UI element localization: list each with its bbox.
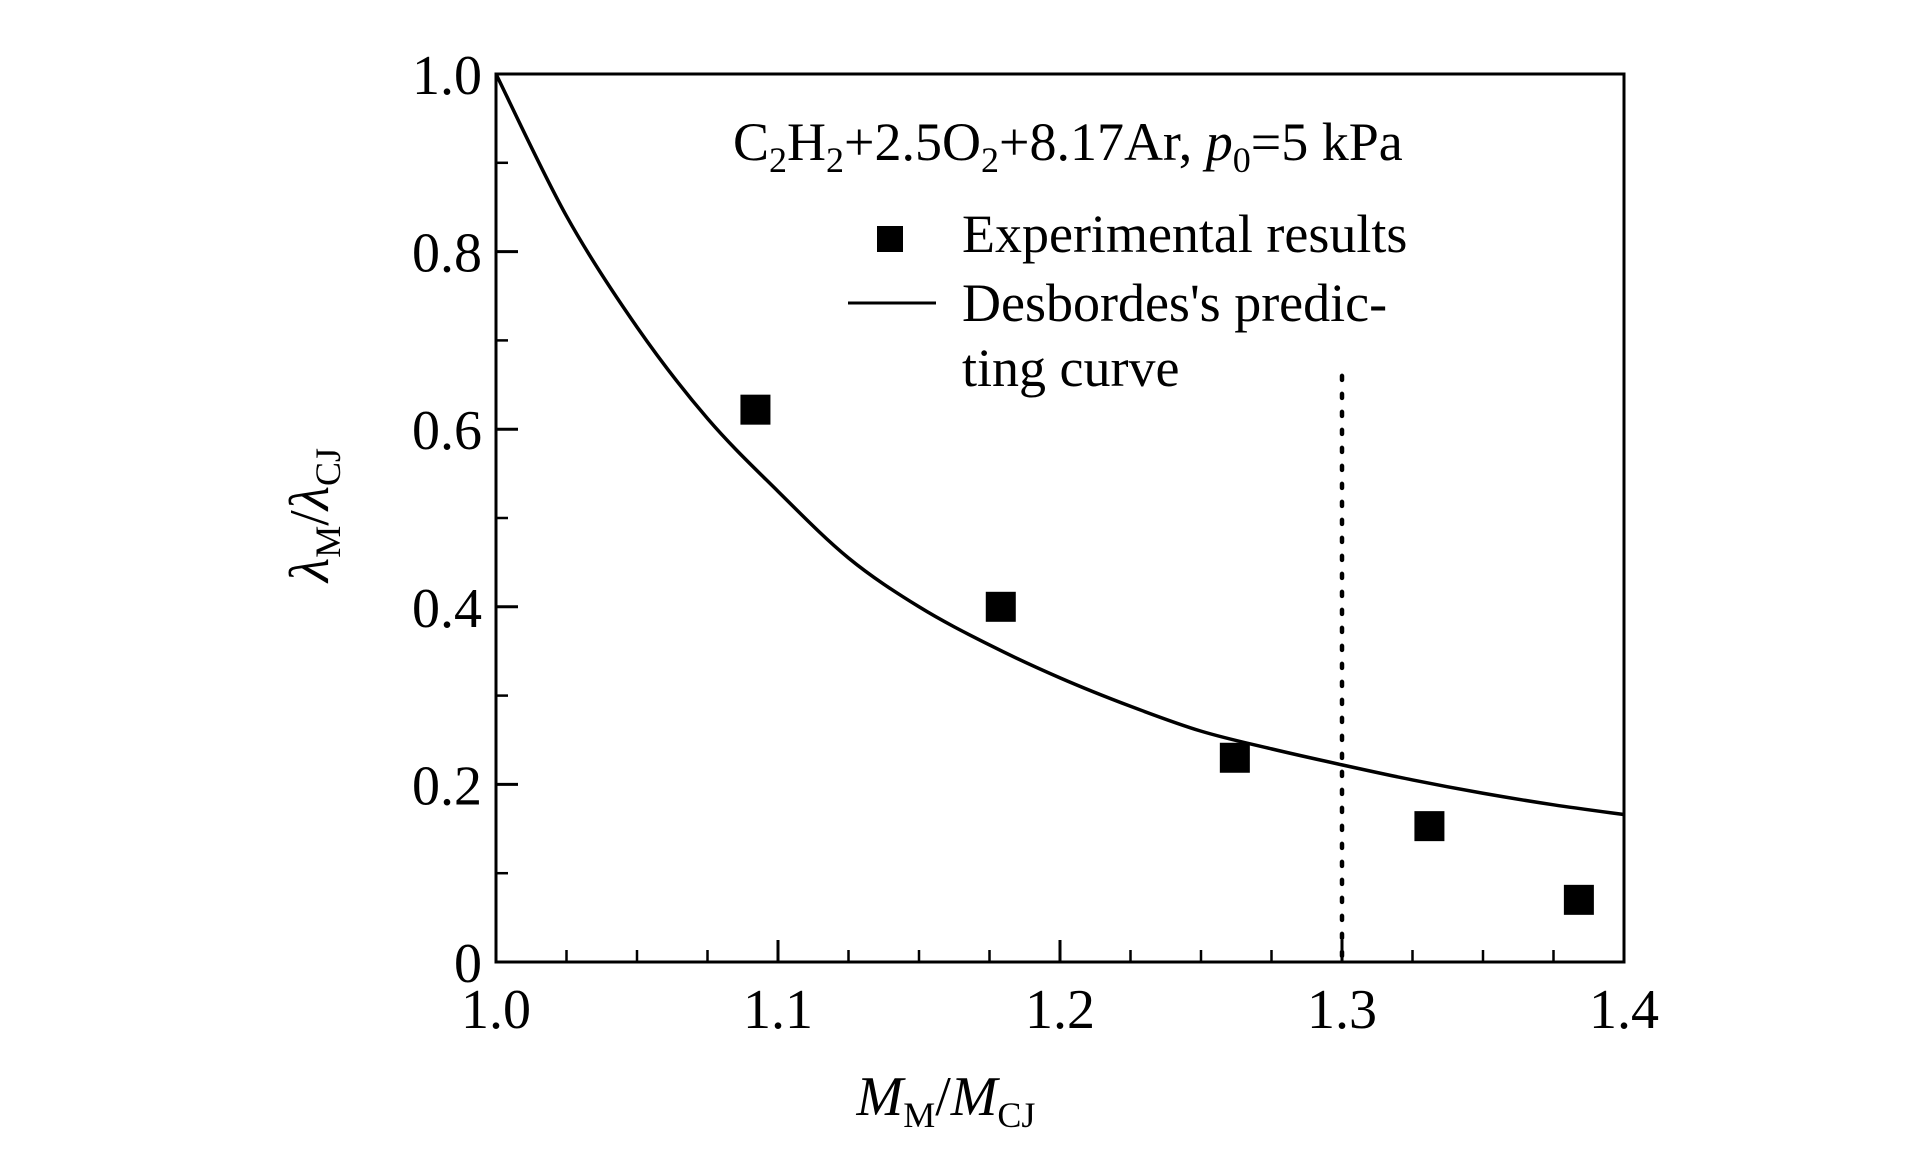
x-tick-label: 1.1 bbox=[743, 979, 813, 1041]
x-tick-label: 1.2 bbox=[1025, 979, 1095, 1041]
x-axis-title: MM/MCJ bbox=[856, 1066, 1036, 1135]
x-tick-label: 1.3 bbox=[1307, 979, 1377, 1041]
legend: Experimental results Desbordes's predic-… bbox=[848, 204, 1407, 398]
experimental-point bbox=[740, 394, 771, 425]
curve-layer bbox=[494, 73, 1625, 817]
x-tick-label: 1.4 bbox=[1589, 979, 1659, 1041]
y-tick-label: 1.0 bbox=[412, 45, 482, 107]
y-tick-label: 0.2 bbox=[412, 755, 482, 817]
legend-label-curve-line1: Desbordes's predic- bbox=[962, 273, 1387, 333]
legend-label-experimental: Experimental results bbox=[962, 204, 1407, 264]
y-tick-label: 0.6 bbox=[412, 400, 482, 462]
plot-frame bbox=[494, 72, 1626, 964]
experimental-point bbox=[985, 591, 1016, 622]
y-tick-label: 0.8 bbox=[412, 223, 482, 285]
legend-label-curve-line2: ting curve bbox=[962, 338, 1179, 398]
experimental-point bbox=[1414, 811, 1445, 842]
experimental-point bbox=[1563, 884, 1594, 915]
experimental-point bbox=[1219, 742, 1250, 773]
chart-annotation: C2H2+2.5O2+8.17Ar, p0=5 kPa bbox=[733, 112, 1403, 180]
predicted-curve-line bbox=[494, 73, 1625, 817]
minor-ticks bbox=[496, 161, 1555, 962]
y-tick-label: 0.4 bbox=[412, 578, 482, 640]
points-layer bbox=[740, 394, 1594, 915]
tick-labels: 1.0 1.1 1.2 1.3 1.4 0 0.2 0.4 0.6 0.8 1.0 bbox=[412, 45, 1659, 1041]
y-tick-label: 0 bbox=[454, 933, 482, 995]
y-axis-title: λM/λCJ bbox=[279, 448, 348, 584]
x-tick-label: 1.0 bbox=[461, 979, 531, 1041]
legend-square-marker bbox=[877, 226, 903, 252]
